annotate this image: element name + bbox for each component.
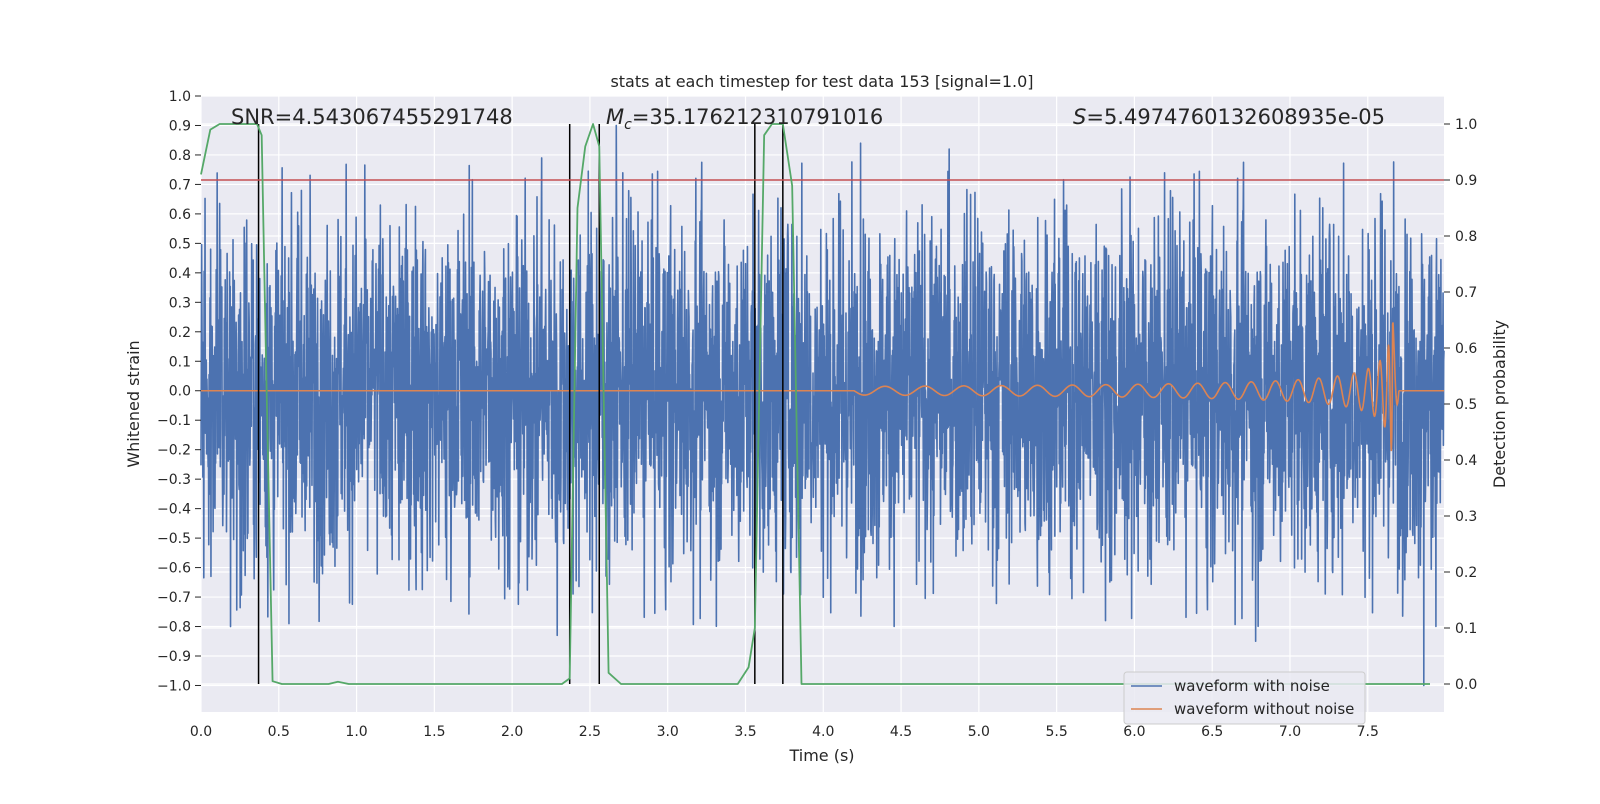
x-tick-label: 0.0 xyxy=(190,724,212,740)
x-tick-label: 1.5 xyxy=(423,724,445,740)
s-symbol: S xyxy=(1073,105,1086,129)
legend-box xyxy=(1123,671,1366,725)
chirp-mass-subscript: c xyxy=(624,117,632,133)
y2-tick-label: 0.6 xyxy=(1455,341,1477,357)
y-tick-label: −0.5 xyxy=(157,531,191,547)
y2-tick-label: 0.4 xyxy=(1455,453,1477,469)
y-tick-label: 0.2 xyxy=(169,325,191,341)
y-tick-label: −1.0 xyxy=(157,678,191,694)
x-tick-label: 3.5 xyxy=(734,724,756,740)
noise-waveform-layer xyxy=(200,124,1445,687)
y-tick-label: −0.2 xyxy=(157,443,191,459)
chirp-mass-symbol: M xyxy=(606,105,624,129)
x-tick-label: 4.0 xyxy=(812,724,834,740)
x-tick-label: 5.5 xyxy=(1045,724,1067,740)
y-tick-label: 0.6 xyxy=(169,207,191,223)
snr-annotation: SNR=4.543067455291748 xyxy=(231,105,513,129)
y2-tick-label: 0.3 xyxy=(1455,509,1477,525)
x-tick-label: 1.0 xyxy=(345,724,367,740)
x-axis-label: Time (s) xyxy=(788,746,854,765)
probability-layer xyxy=(200,123,1430,685)
y2-tick-label: 0.9 xyxy=(1455,173,1477,189)
y2-tick-label: 0.0 xyxy=(1455,677,1477,693)
y-tick-label: 0.5 xyxy=(169,236,191,252)
y-axis-ticks: 1.0 0.9 0.8 0.7 0.6 0.5 0.4 0.3 0.2 0.1 0.0 −0.1 −0.… xyxy=(157,89,201,694)
x-axis-ticks: 0.0 0.5 1.0 1.5 2.0 2.5 3.0 3.5 4.0 4.5 5.0 5.5 6.0 6… xyxy=(190,724,1379,740)
y-tick-label: −0.4 xyxy=(157,502,191,518)
y-tick-label: 0.3 xyxy=(169,295,191,311)
y-tick-label: 0.1 xyxy=(169,354,191,370)
chirp-mass-value: =35.176212310791016 xyxy=(632,105,883,129)
s-annotation: S=5.4974760132608935e-05 xyxy=(1073,105,1385,129)
chirp-mass-annotation: Mc=35.176212310791016 xyxy=(606,105,883,133)
legend: waveform with noise waveform without noi… xyxy=(1123,671,1366,725)
y-tick-label: 0.7 xyxy=(169,177,191,193)
s-value: =5.4974760132608935e-05 xyxy=(1086,105,1385,129)
series-detection-probability xyxy=(200,123,1430,685)
y-tick-label: 0.0 xyxy=(169,384,191,400)
x-tick-label: 4.5 xyxy=(890,724,912,740)
y-tick-label: 0.8 xyxy=(169,148,191,164)
y-tick-label: 1.0 xyxy=(169,89,191,105)
y2-tick-label: 1.0 xyxy=(1455,117,1477,133)
clean-waveform-layer xyxy=(201,322,1444,452)
y2-axis-label: Detection probability xyxy=(1490,320,1509,488)
y-tick-label: −0.7 xyxy=(157,590,191,606)
x-tick-label: 2.0 xyxy=(501,724,523,740)
series-waveform-without-noise xyxy=(201,322,1444,452)
chart-title: stats at each timestep for test data 153… xyxy=(610,72,1033,91)
y-tick-label: 0.4 xyxy=(169,266,191,282)
y2-tick-label: 0.2 xyxy=(1455,565,1477,581)
x-tick-label: 0.5 xyxy=(268,724,290,740)
y-tick-label: −0.1 xyxy=(157,413,191,429)
x-tick-label: 2.5 xyxy=(579,724,601,740)
y-tick-label: −0.8 xyxy=(157,620,191,636)
legend-label-signal: waveform without noise xyxy=(1174,700,1354,718)
y-tick-label: −0.6 xyxy=(157,561,191,577)
y-tick-label: −0.3 xyxy=(157,472,191,488)
x-tick-label: 7.0 xyxy=(1279,724,1301,740)
x-tick-label: 3.0 xyxy=(657,724,679,740)
x-tick-label: 6.0 xyxy=(1123,724,1145,740)
x-tick-label: 7.5 xyxy=(1357,724,1379,740)
y2-tick-label: 0.5 xyxy=(1455,397,1477,413)
legend-label-noise: waveform with noise xyxy=(1174,677,1330,695)
y2-axis-ticks: 1.0 0.9 0.8 0.7 0.6 0.5 0.4 0.3 0.2 0.1 0.0 xyxy=(1444,117,1477,693)
y-axis-label: Whitened strain xyxy=(124,340,143,467)
y-tick-label: 0.9 xyxy=(169,118,191,134)
series-waveform-with-noise xyxy=(200,124,1445,687)
y2-tick-label: 0.8 xyxy=(1455,229,1477,245)
x-tick-label: 5.0 xyxy=(968,724,990,740)
y2-tick-label: 0.1 xyxy=(1455,621,1477,637)
y-tick-label: −0.9 xyxy=(157,649,191,665)
x-tick-label: 6.5 xyxy=(1201,724,1223,740)
y2-tick-label: 0.7 xyxy=(1455,285,1477,301)
